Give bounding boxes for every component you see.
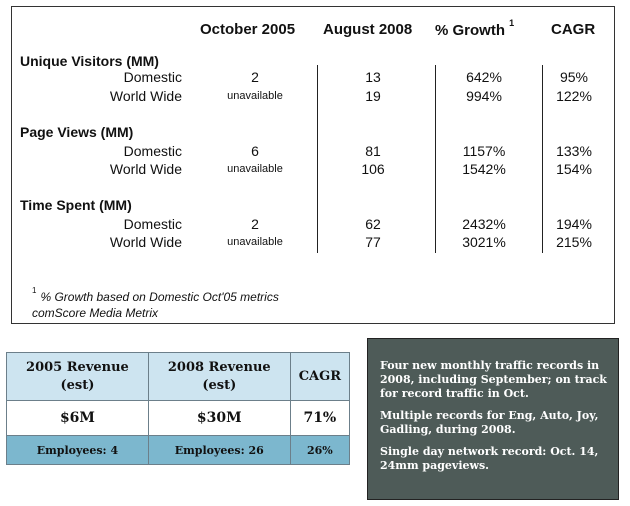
header-growth-label: % Growth [435, 22, 505, 39]
header-revenue-cagr: CAGR [289, 352, 351, 401]
cell-oct2005: 6 [251, 143, 259, 159]
cell-cagr: 122% [556, 88, 592, 104]
cell-oct2005: unavailable [227, 90, 283, 102]
header-october-2005: October 2005 [200, 21, 296, 38]
row-label: World Wide [109, 234, 182, 250]
records-paragraph-2: Multiple records for Eng, Auto, Joy, Gad… [380, 409, 599, 436]
cell-growth: 2432% [462, 216, 506, 232]
revenue-cagr-value: 71% [289, 400, 351, 436]
revenue-table: 2005 Revenue (est) 2008 Revenue (est) CA… [6, 352, 351, 465]
footnote-text: % Growth based on Domestic Oct'05 metric… [40, 290, 279, 304]
header-2005-revenue-line1: 2005 Revenue [26, 359, 129, 375]
header-cagr: CAGR [551, 21, 596, 38]
cell-aug2008: 77 [365, 234, 381, 250]
cell-growth: 1542% [462, 161, 506, 177]
column-divider-3 [542, 65, 543, 253]
header-2008-revenue-line1: 2008 Revenue [167, 359, 271, 375]
footnote: 1% Growth based on Domestic Oct'05 metri… [32, 286, 279, 304]
header-2008-revenue-line2: (est) [202, 377, 237, 393]
header-august-2008: August 2008 [323, 21, 413, 38]
cell-aug2008: 81 [365, 143, 381, 159]
header-growth-footnote-marker: 1 [509, 18, 515, 28]
column-divider-2 [435, 65, 436, 253]
records-paragraph-3: Single day network record: Oct. 14, 24mm… [380, 445, 599, 472]
revenue-2005-value: $6M [6, 400, 149, 436]
cell-cagr: 194% [556, 216, 592, 232]
row-label: Domestic [123, 143, 182, 159]
employees-2008: Employees: 26 [147, 435, 291, 465]
cell-aug2008: 13 [365, 69, 381, 85]
cell-oct2005: 2 [251, 216, 259, 232]
employees-cagr: 26% [289, 435, 351, 465]
cell-oct2005: unavailable [227, 236, 283, 248]
cell-growth: 642% [466, 69, 502, 85]
cell-growth: 1157% [462, 143, 506, 159]
records-paragraph-1: Four new monthly traffic records in 2008… [380, 359, 607, 400]
column-divider-1 [317, 65, 318, 253]
row-label: World Wide [109, 88, 182, 104]
cell-growth: 3021% [462, 234, 506, 250]
employees-2005: Employees: 4 [6, 435, 149, 465]
header-2008-revenue: 2008 Revenue (est) [147, 352, 291, 401]
footnote-marker: 1 [32, 286, 37, 295]
cell-cagr: 154% [556, 161, 592, 177]
section-title-unique-visitors: Unique Visitors (MM) [20, 53, 159, 69]
traffic-records-box: Four new monthly traffic records in 2008… [367, 338, 619, 500]
traffic-metrics-box: October 2005 August 2008 % Growth 1 CAGR… [11, 6, 615, 324]
cell-cagr: 215% [556, 234, 592, 250]
revenue-2008-value: $30M [147, 400, 291, 436]
cell-aug2008: 106 [361, 161, 385, 177]
row-label: Domestic [123, 216, 182, 232]
section-title-page-views: Page Views (MM) [20, 124, 134, 140]
revenue-values-row: $6M $30M 71% [6, 400, 351, 436]
row-label: World Wide [109, 161, 182, 177]
cell-cagr: 95% [559, 69, 589, 85]
cell-oct2005: unavailable [227, 163, 283, 175]
cell-aug2008: 19 [365, 88, 381, 104]
cell-growth: 994% [466, 88, 502, 104]
section-title-time-spent: Time Spent (MM) [20, 197, 132, 213]
header-2005-revenue-line2: (est) [60, 377, 95, 393]
row-label: Domestic [123, 69, 182, 85]
employees-row: Employees: 4 Employees: 26 26% [6, 435, 351, 465]
header-2005-revenue: 2005 Revenue (est) [6, 352, 149, 401]
cell-cagr: 133% [556, 143, 592, 159]
cell-oct2005: 2 [251, 69, 259, 85]
header-growth: % Growth 1 [435, 18, 515, 39]
cell-aug2008: 62 [365, 216, 381, 232]
source-note: comScore Media Metrix [32, 306, 159, 320]
revenue-header-row: 2005 Revenue (est) 2008 Revenue (est) CA… [6, 352, 351, 401]
